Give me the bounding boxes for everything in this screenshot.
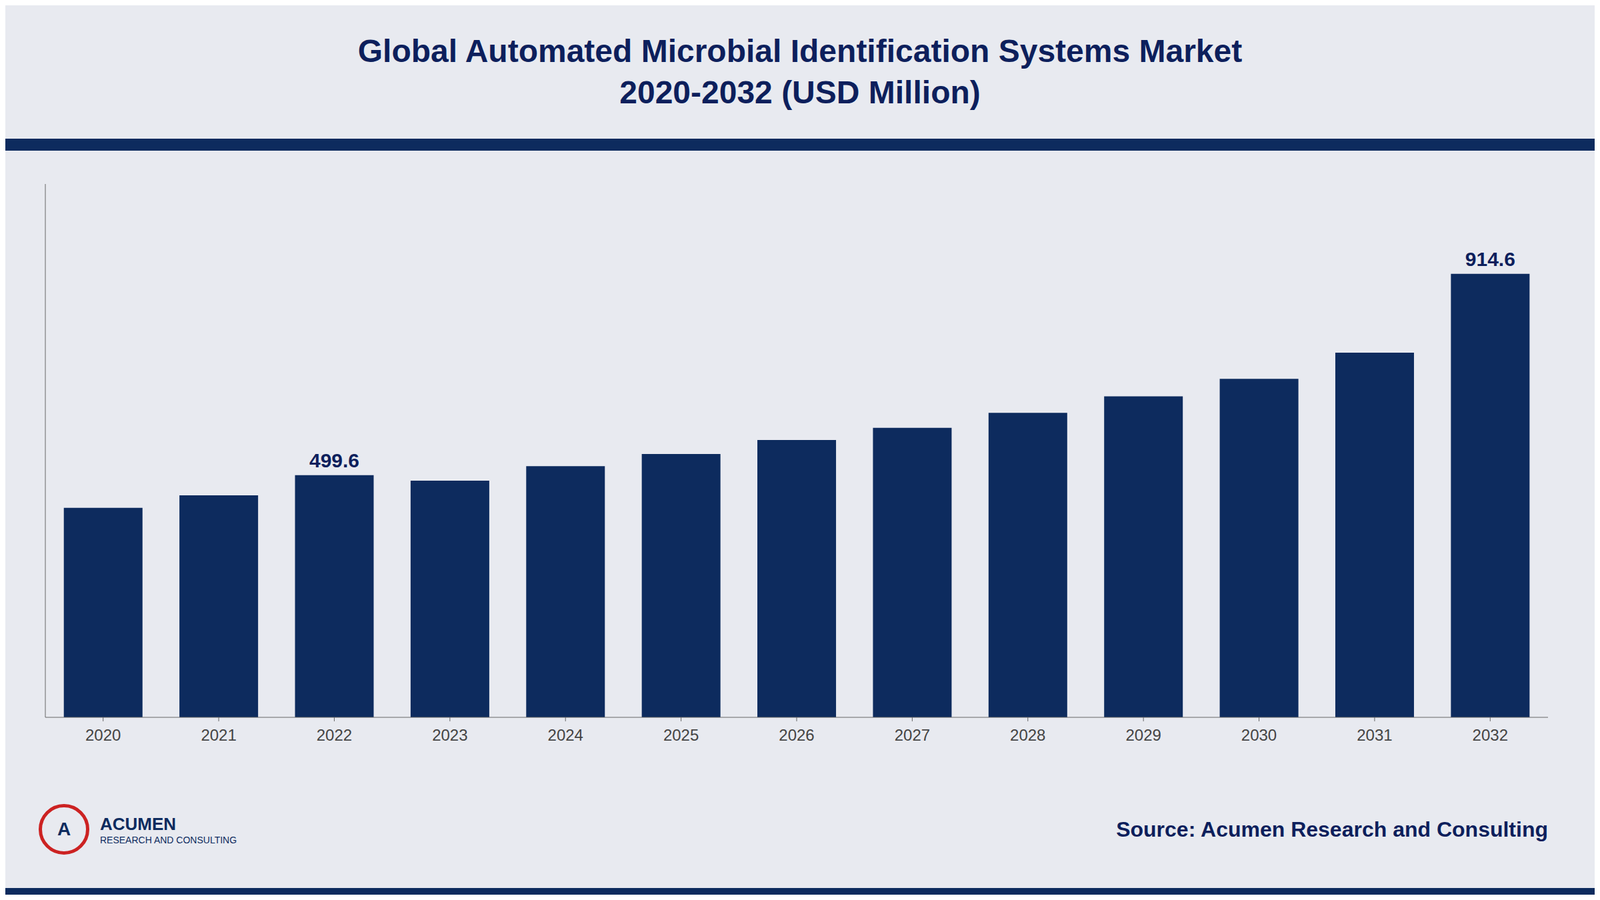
svg-text:2024: 2024 [548,726,584,744]
html-text:A: A [57,818,71,840]
svg-text:2031: 2031 [1356,726,1392,744]
svg-text:2022: 2022 [316,726,352,744]
svg-text:2029: 2029 [1125,726,1161,744]
html-text:RESEARCH AND CONSULTING: RESEARCH AND CONSULTING [100,834,237,845]
svg-text:499.6: 499.6 [309,449,360,472]
html-text:ACUMEN: ACUMEN [100,813,177,834]
svg-text:2028: 2028 [1010,726,1046,744]
svg-text:2027: 2027 [894,726,930,744]
svg-text:2030: 2030 [1241,726,1277,744]
svg-text:2020: 2020 [85,726,121,744]
svg-text:2026: 2026 [778,726,814,744]
svg-text:2021: 2021 [200,726,236,744]
svg-text:2032: 2032 [1472,726,1508,744]
html-text:Global Automated Microbial Ide: Global Automated Microbial Identificatio… [357,33,1243,69]
svg-text:2025: 2025 [663,726,699,744]
html-text:Source: Acumen Research and Co: Source: Acumen Research and Consulting [1116,817,1548,841]
html-text:2020-2032 (USD Million): 2020-2032 (USD Million) [619,74,981,110]
svg-text:2023: 2023 [432,726,468,744]
svg-text:914.6: 914.6 [1465,248,1516,270]
